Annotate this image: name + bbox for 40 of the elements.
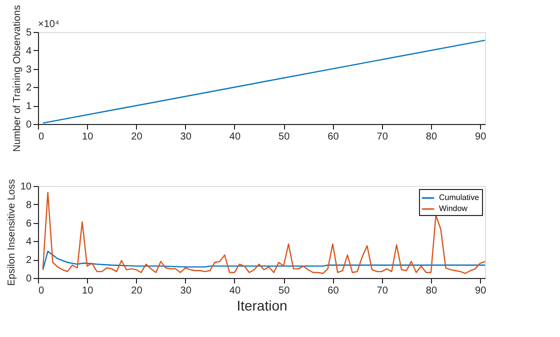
y-tick-label: 0 <box>26 120 32 130</box>
y-tick-label: 4 <box>26 46 32 57</box>
x-axis-title: Iteration <box>236 298 288 314</box>
text: ×10⁴ <box>38 19 60 30</box>
x-tick-label: 60 <box>328 286 340 296</box>
x-tick-label: 20 <box>131 132 143 142</box>
x-tick-label: 10 <box>82 132 94 142</box>
x-tick-label: 30 <box>180 286 192 296</box>
x-tick-label: 50 <box>278 286 290 296</box>
y-tick-label: 6 <box>26 218 32 230</box>
x-tick-label: 60 <box>328 132 340 142</box>
y-tick-label: 8 <box>26 200 32 211</box>
x-tick-label: 20 <box>131 286 143 296</box>
legend-label: Cumulative <box>439 193 480 202</box>
line-series <box>42 250 485 270</box>
x-tick-label: 40 <box>229 286 241 296</box>
x-tick-label: 70 <box>376 286 388 296</box>
y-tick-label: 5 <box>26 28 32 38</box>
y-tick-label: 2 <box>26 255 32 266</box>
x-tick-label: 40 <box>229 132 241 142</box>
x-tick-label: 90 <box>475 132 487 142</box>
x-tick-label: 0 <box>38 132 44 142</box>
x-tick-label: 10 <box>82 286 94 296</box>
x-tick-label: 80 <box>426 286 438 296</box>
y-axis-title: Epsilon Insensitive Loss <box>6 179 18 286</box>
x-tick-label: 90 <box>475 286 487 296</box>
y-tick-label: 2 <box>26 82 32 94</box>
x-tick-label: 80 <box>426 132 438 142</box>
y-tick-label: 10 <box>20 182 32 192</box>
x-tick-label: 0 <box>38 286 44 296</box>
y-tick-label: 1 <box>26 101 32 112</box>
y-tick-label: 0 <box>26 274 32 284</box>
line-series <box>42 192 485 274</box>
x-tick-label: 30 <box>180 132 192 142</box>
y-axis-title: Number of Training Observations <box>12 5 23 152</box>
x-tick-label: 70 <box>376 132 388 142</box>
legend-label: Window <box>439 204 468 213</box>
y-tick-label: 4 <box>26 236 32 248</box>
x-tick-label: 50 <box>278 132 290 142</box>
y-tick-label: 3 <box>26 64 32 76</box>
